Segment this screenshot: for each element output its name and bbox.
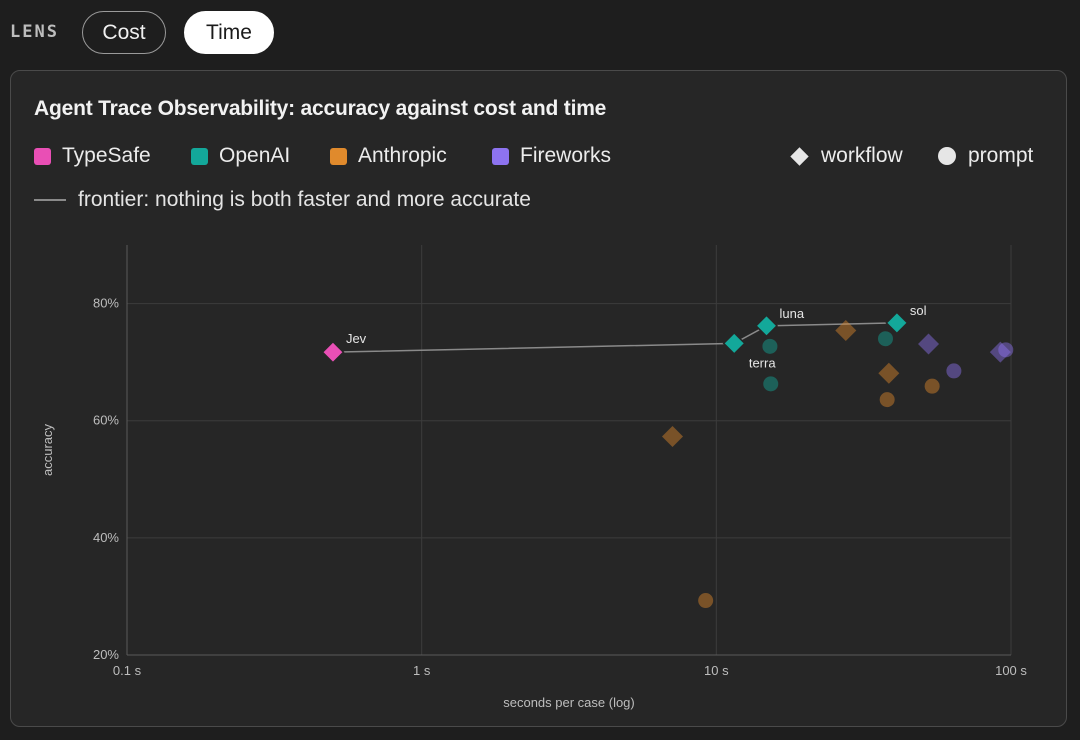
legend-swatch-anthropic bbox=[330, 147, 347, 165]
legend-swatch-openai bbox=[191, 147, 208, 165]
legend-swatch-fireworks bbox=[492, 147, 509, 165]
legend-item-frontier: frontier: nothing is both faster and mor… bbox=[34, 188, 531, 212]
legend-label-prompt: prompt bbox=[968, 144, 1034, 167]
legend-item-typesafe[interactable]: TypeSafe bbox=[34, 144, 151, 168]
legend-swatch-typesafe bbox=[34, 147, 51, 165]
lens-label: LENS bbox=[10, 22, 59, 42]
diamond-icon bbox=[790, 146, 809, 166]
legend-label-typesafe: TypeSafe bbox=[62, 144, 151, 167]
legend-item-workflow: workflow bbox=[790, 144, 903, 168]
legend-label-workflow: workflow bbox=[821, 144, 903, 167]
legend-label-openai: OpenAI bbox=[219, 144, 291, 167]
chart-title: Agent Trace Observability: accuracy agai… bbox=[34, 97, 607, 120]
legend-item-prompt: prompt bbox=[938, 144, 1033, 168]
legend-item-openai[interactable]: OpenAI bbox=[191, 144, 290, 168]
chart-card: Agent Trace Observability: accuracy agai… bbox=[10, 70, 1067, 727]
lens-toolbar: LENS Cost Time bbox=[0, 0, 1080, 66]
legend-item-anthropic[interactable]: Anthropic bbox=[330, 144, 447, 168]
lens-option-cost[interactable]: Cost bbox=[82, 11, 166, 54]
legend-label-anthropic: Anthropic bbox=[358, 144, 447, 167]
circle-icon bbox=[938, 147, 956, 165]
legend-label-frontier: frontier: nothing is both faster and mor… bbox=[78, 188, 531, 211]
legend-item-fireworks[interactable]: Fireworks bbox=[492, 144, 611, 168]
lens-option-time[interactable]: Time bbox=[184, 11, 274, 54]
frontier-line-icon bbox=[34, 199, 66, 201]
legend-label-fireworks: Fireworks bbox=[520, 144, 612, 167]
